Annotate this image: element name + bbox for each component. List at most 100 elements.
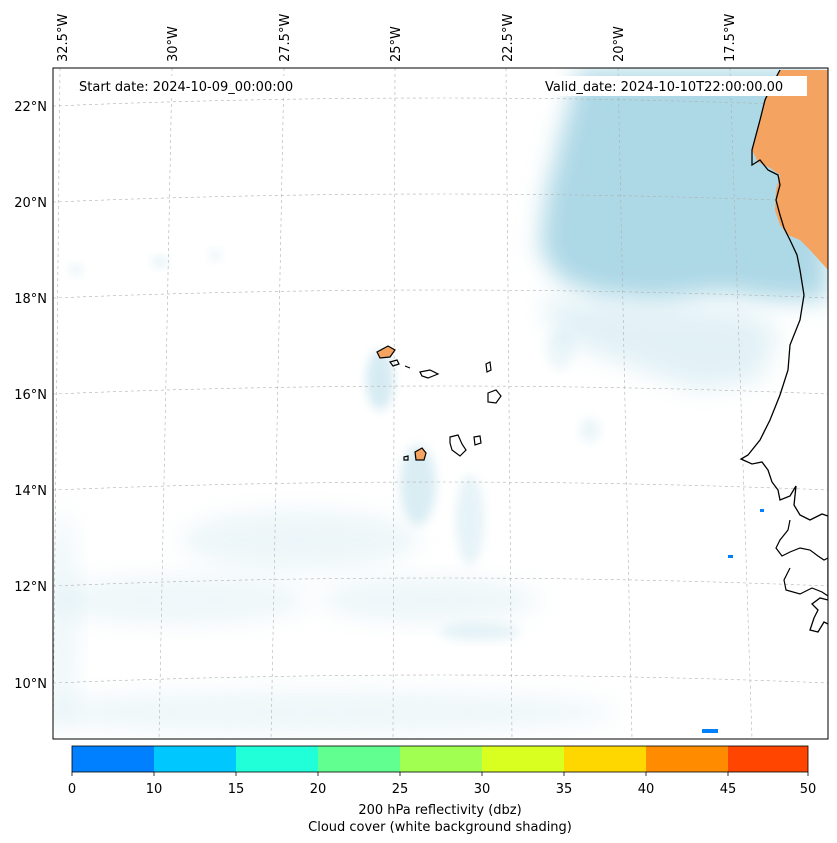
colorbar-segment-15-20 <box>236 746 318 772</box>
gridline-lon-20W <box>617 68 633 739</box>
gridline-lon-25W <box>392 68 396 739</box>
colorbar-tick-label-10: 10 <box>146 782 163 797</box>
cloud-patch-west-3 <box>69 264 83 276</box>
valid-date-label: Valid_date: 2024-10-10T22:00:00.00 <box>545 80 783 95</box>
lon-label-17-5W: 17.5°W <box>723 14 738 62</box>
colorbar-segment-30-35 <box>482 746 564 772</box>
gridline-lat-20N <box>53 193 828 203</box>
gridline-lon-32-5W <box>53 68 61 739</box>
lon-label-20W: 20°W <box>612 26 627 62</box>
lat-label-20N: 20°N <box>14 196 47 211</box>
lon-label-25W: 25°W <box>389 26 404 62</box>
lon-label-27-5W: 27.5°W <box>278 14 293 62</box>
colorbar-tick-label-30: 30 <box>474 782 491 797</box>
gridline-lon-27-5W <box>270 68 285 739</box>
longitude-labels: 32.5°W 30°W 27.5°W 25°W 22.5°W 20°W 17.5… <box>56 14 738 62</box>
island-sao-vicente <box>388 359 400 367</box>
island-sal <box>485 361 492 373</box>
cloud-cover-layer <box>53 70 828 734</box>
lat-label-18N: 18°N <box>14 292 47 307</box>
island-maio <box>473 435 482 446</box>
colorbar-segment-0-10 <box>72 746 154 772</box>
map-frame <box>52 67 829 740</box>
cloud-mass-northeast <box>540 70 828 300</box>
colorbar-segment-20-25 <box>318 746 400 772</box>
gridline-lon-22-5W <box>505 68 513 739</box>
colorbar-segment-40-45 <box>646 746 728 772</box>
gridline-lat-14N <box>53 481 828 491</box>
start-date-label: Start date: 2024-10-09_00:00:00 <box>79 80 293 95</box>
cloud-band-southwest <box>53 575 310 625</box>
colorbar-tick-label-45: 45 <box>720 782 737 797</box>
lat-label-10N: 10°N <box>14 677 47 692</box>
colorbar-sublabel: Cloud cover (white background shading) <box>308 820 572 835</box>
reflectivity-cell-offshore <box>728 555 733 558</box>
colorbar-label: 200 hPa reflectivity (dbz) <box>358 803 521 818</box>
colorbar-tick-label-50: 50 <box>800 782 817 797</box>
guinea-coast-detail <box>783 567 828 597</box>
gridline-lat-12N <box>53 577 828 587</box>
cloud-band-west <box>180 510 420 570</box>
cloud-band-south <box>53 690 620 734</box>
senegal-estuary-detail <box>775 519 828 561</box>
colorbar-tick-label-40: 40 <box>638 782 655 797</box>
lat-label-16N: 16°N <box>14 388 47 403</box>
island-santiago <box>449 434 467 457</box>
gridline-lat-22N <box>53 97 828 107</box>
cloud-patch-south-center <box>440 623 520 641</box>
cloud-plume-islands-south <box>400 445 436 525</box>
gridline-lat-18N <box>53 289 828 299</box>
colorbar-segment-35-40 <box>564 746 646 772</box>
island-boa-vista <box>487 389 502 404</box>
colorbar-tick-label-15: 15 <box>228 782 245 797</box>
island-sao-nicolau <box>419 369 440 379</box>
cloud-plume-islands-north <box>366 350 394 410</box>
start-date-box <box>73 76 316 96</box>
colorbar-tick-label-25: 25 <box>392 782 409 797</box>
land-reflectivity-africa <box>752 70 828 270</box>
valid-date-box <box>540 76 807 96</box>
lon-label-22-5W: 22.5°W <box>501 14 516 62</box>
colorbar-tick-label-20: 20 <box>310 782 327 797</box>
cloud-streak-southeast <box>456 475 484 565</box>
latitude-labels: 22°N 20°N 18°N 16°N 14°N 12°N 10°N <box>14 100 47 692</box>
cloud-band-center <box>320 578 540 622</box>
gridline-lat-10N <box>53 674 828 684</box>
island-brava <box>403 455 409 461</box>
reflectivity-cell-coast <box>760 509 764 512</box>
lon-label-30W: 30°W <box>166 26 181 62</box>
lat-label-22N: 22°N <box>14 100 47 115</box>
lat-label-14N: 14°N <box>14 484 47 499</box>
cloud-patch-west-1 <box>152 256 168 268</box>
colorbar-tick-labels: 0 10 15 20 25 30 35 40 45 50 <box>68 782 816 797</box>
cloud-band-far-west <box>53 510 78 730</box>
map-content <box>53 68 828 739</box>
colorbar-segment-25-30 <box>400 746 482 772</box>
cloud-patch-central-2 <box>546 330 574 370</box>
reflectivity-cell-south <box>702 729 718 733</box>
colorbar-ticks <box>71 772 809 776</box>
lat-label-12N: 12°N <box>14 580 47 595</box>
island-fogo <box>414 447 427 461</box>
cloud-fringe-northeast <box>540 300 780 390</box>
colorbar-segment-45-50 <box>728 746 808 772</box>
colorbar-tick-label-0: 0 <box>68 782 76 797</box>
gridline-lon-17-5W <box>729 68 753 739</box>
gridline-lon-30W <box>158 68 173 739</box>
colorbar-tick-label-35: 35 <box>556 782 573 797</box>
colorbar-frame <box>71 745 809 773</box>
gridline-lat-16N <box>53 385 828 395</box>
graticule <box>53 68 828 739</box>
cloud-patch-west-2 <box>209 249 221 261</box>
cape-verde-islands <box>376 345 502 461</box>
cloud-patch-central-1 <box>580 418 600 442</box>
colorbar-segment-10-15 <box>154 746 236 772</box>
reflectivity-cells <box>702 509 764 733</box>
colorbar-segments <box>72 746 808 772</box>
island-santa-luzia <box>404 365 411 369</box>
africa-coastline <box>739 69 828 633</box>
colorbar: 0 10 15 20 25 30 35 40 45 50 200 hPa ref… <box>68 745 816 835</box>
lon-label-32-5W: 32.5°W <box>56 14 71 62</box>
island-santo-antao <box>376 345 396 359</box>
